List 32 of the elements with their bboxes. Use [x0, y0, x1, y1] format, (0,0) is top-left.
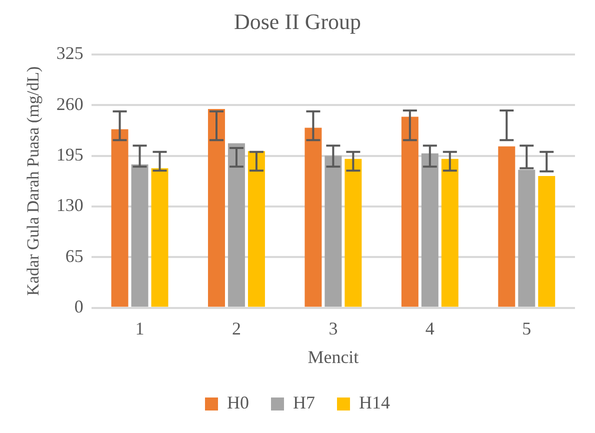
bar [498, 146, 516, 307]
bar [441, 158, 458, 307]
bar [304, 128, 322, 307]
x-tick-label: 5 [522, 318, 532, 338]
bar [324, 156, 342, 307]
y-tick-label: 65 [65, 246, 84, 266]
bar [208, 108, 225, 307]
y-tick-label: 325 [56, 43, 84, 64]
x-tick-label: 4 [425, 318, 434, 338]
bar [344, 158, 362, 307]
bar [538, 176, 556, 307]
bar [518, 170, 536, 307]
y-axis-title: Kadar Gula Darah Puasa (mg/dL) [24, 66, 43, 296]
bar [421, 153, 438, 307]
legend-label: H7 [293, 392, 315, 413]
x-tick-label: 2 [232, 318, 241, 338]
legend-label: H14 [359, 392, 390, 413]
legend-label: H0 [227, 392, 249, 413]
x-tick-label: 1 [135, 318, 144, 338]
bar [401, 116, 418, 307]
y-tick-label: 0 [74, 296, 84, 317]
y-tick-label: 130 [56, 195, 84, 216]
bar [111, 129, 128, 307]
bar [248, 151, 265, 307]
bar [151, 168, 168, 307]
chart-title: Dose II Group [234, 8, 362, 34]
y-tick-label: 195 [56, 144, 84, 164]
bar [131, 164, 148, 307]
x-tick-label: 3 [328, 318, 338, 338]
x-axis-title: Mencit [308, 346, 359, 367]
bar [228, 143, 245, 307]
y-tick-label: 260 [56, 94, 84, 114]
